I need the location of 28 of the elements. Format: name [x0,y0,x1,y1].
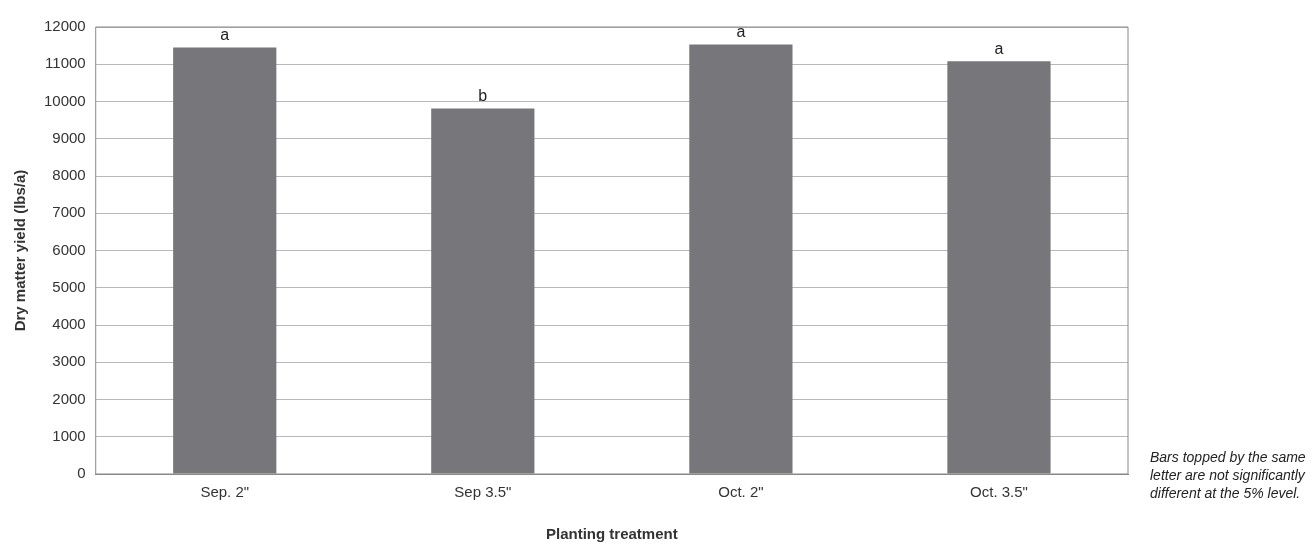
y-tick-label: 11000 [45,54,86,72]
bar [431,108,535,474]
y-tick-label: 10000 [43,91,86,109]
y-tick-label: 12000 [43,17,86,35]
y-tick-label: 3000 [52,352,86,370]
x-tick-label: Oct. 2" [718,483,764,501]
y-tick-label: 8000 [52,166,86,184]
annotation: a [220,25,230,43]
y-tick-label: 6000 [52,240,86,258]
x-tick-label: Sep 3.5" [454,483,512,501]
y-tick-label: 7000 [52,203,86,221]
annotation: b [478,86,488,104]
y-tick-label: 0 [77,464,86,482]
y-axis-title: Dry matter yield (lbs/a) [11,169,29,332]
annotation: a [994,39,1004,57]
x-tick-label: Oct. 3.5" [970,483,1028,501]
bar [173,47,277,474]
y-tick-label: 1000 [52,426,86,444]
x-axis-title: Planting treatment [546,525,678,543]
y-tick-label: 5000 [52,277,86,295]
bar [689,44,793,474]
y-tick-label: 9000 [52,128,86,146]
text: Bars topped by the same letter are not significantly different at the 5% level. [1150,448,1307,502]
y-tick-label: 2000 [52,389,86,407]
y-tick-label: 4000 [52,315,86,333]
x-tick-label: Sep. 2" [200,483,250,501]
bar [947,61,1051,474]
annotation: a [736,22,746,40]
